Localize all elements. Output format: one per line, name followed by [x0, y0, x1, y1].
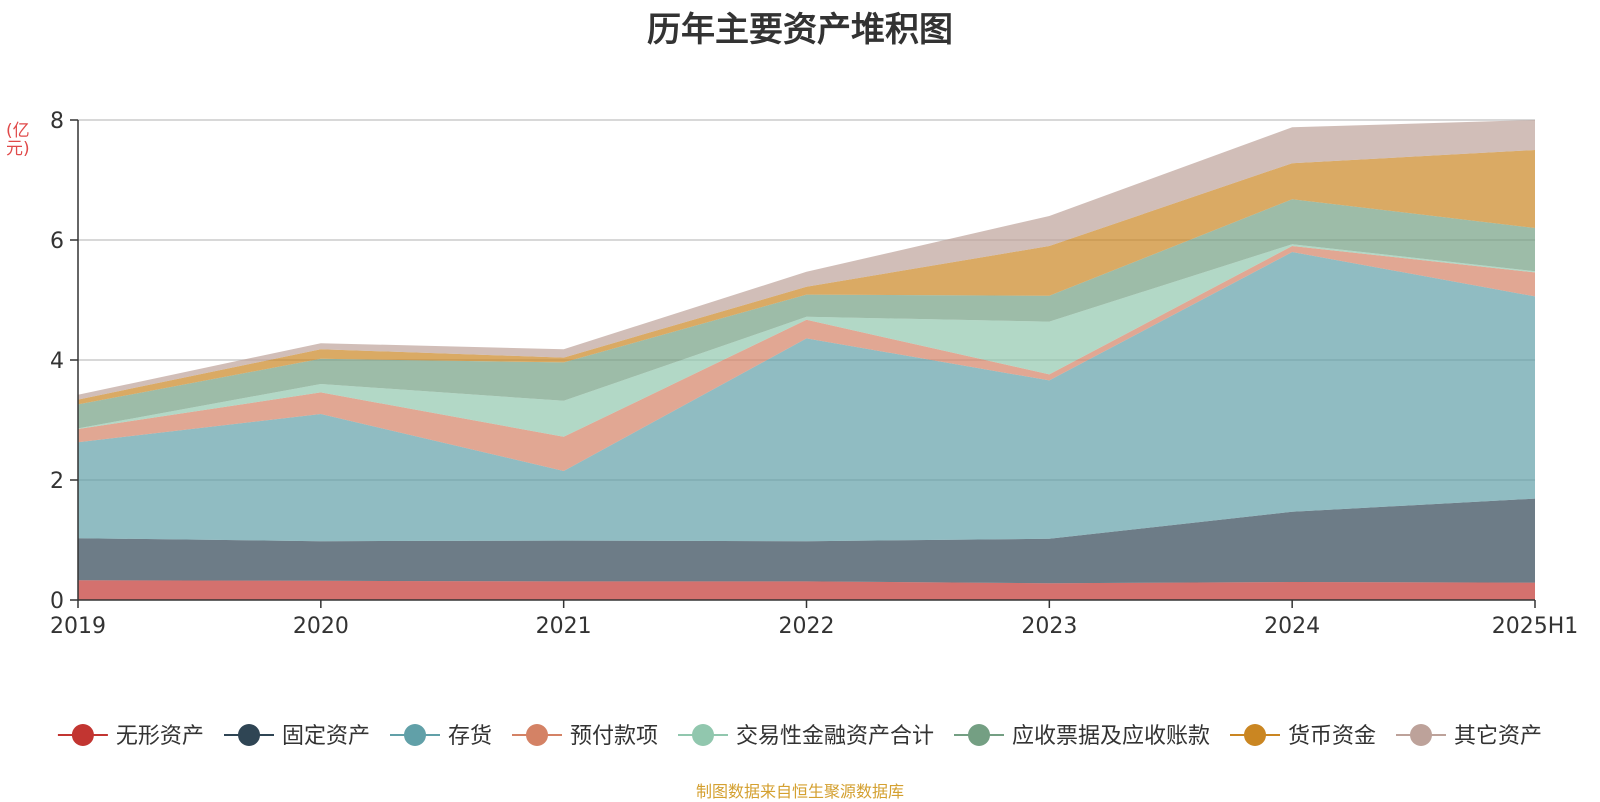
- legend-label: 预付款项: [570, 724, 658, 749]
- legend-item[interactable]: 存货: [390, 724, 492, 749]
- legend-label: 固定资产: [282, 724, 370, 749]
- y-tick-label: 8: [50, 109, 64, 134]
- legend-marker-icon: [968, 724, 990, 746]
- legend-item[interactable]: 货币资金: [1230, 724, 1376, 749]
- legend-item[interactable]: 无形资产: [57, 724, 204, 749]
- legend-marker-icon: [1244, 724, 1266, 746]
- axes: 0 2 4 6 8 2019 2020 2021 2022 2023 2024 2025H1: [50, 109, 1578, 639]
- legend-marker-icon: [404, 724, 426, 746]
- legend-marker-icon: [1410, 724, 1432, 746]
- x-tick-label: 2025H1: [1492, 614, 1579, 639]
- area-货币资金: [78, 150, 1535, 405]
- x-tick-label: 2022: [779, 614, 835, 639]
- x-tick-label: 2019: [50, 614, 106, 639]
- area-series: [78, 120, 1535, 600]
- x-tick-label: 2021: [536, 614, 592, 639]
- legend-item[interactable]: 应收票据及应收账款: [954, 724, 1210, 749]
- legend-item[interactable]: 其它资产: [1396, 724, 1542, 749]
- area-应收票据及应收账款: [78, 199, 1535, 429]
- area-无形资产: [78, 580, 1535, 600]
- chart-title: 历年主要资产堆积图: [647, 10, 953, 50]
- x-tick-label: 2020: [293, 614, 349, 639]
- legend-item[interactable]: 预付款项: [512, 724, 658, 749]
- legend-label: 应收票据及应收账款: [1012, 724, 1210, 749]
- legend-marker-icon: [692, 724, 714, 746]
- legend-marker-icon: [238, 724, 260, 746]
- legend-label: 货币资金: [1288, 724, 1376, 749]
- y-tick-label: 6: [50, 229, 64, 254]
- area-存货: [78, 252, 1535, 542]
- legend: 无形资产 固定资产 存货 预付款项 交易性金融资产合计 应收票据及应收账款 货币资金 其它资产: [57, 724, 1542, 749]
- y-axis-unit-label: (亿元): [6, 121, 30, 159]
- area-固定资产: [78, 498, 1535, 584]
- y-tick-label: 0: [50, 589, 64, 614]
- legend-label: 无形资产: [116, 724, 204, 749]
- legend-label: 存货: [448, 724, 492, 749]
- stacked-area-chart: 0 2 4 6 8 2019 2020 2021 2022 2023 2024 2025H1 无形资产…: [50, 109, 1578, 749]
- x-tick-label: 2023: [1021, 614, 1077, 639]
- area-交易性金融资产合计: [78, 244, 1535, 437]
- data-source-note: 制图数据来自恒生聚源数据库: [695, 782, 904, 801]
- area-预付款项: [78, 246, 1535, 471]
- legend-label: 其它资产: [1454, 724, 1542, 749]
- legend-marker-icon: [526, 724, 548, 746]
- legend-marker-icon: [71, 724, 94, 746]
- legend-item[interactable]: 交易性金融资产合计: [678, 724, 934, 749]
- legend-label: 交易性金融资产合计: [736, 724, 934, 749]
- area-其它资产: [78, 120, 1535, 400]
- y-tick-label: 2: [50, 469, 64, 494]
- x-tick-label: 2024: [1264, 614, 1320, 639]
- y-tick-label: 4: [50, 349, 64, 374]
- legend-item[interactable]: 固定资产: [224, 724, 370, 749]
